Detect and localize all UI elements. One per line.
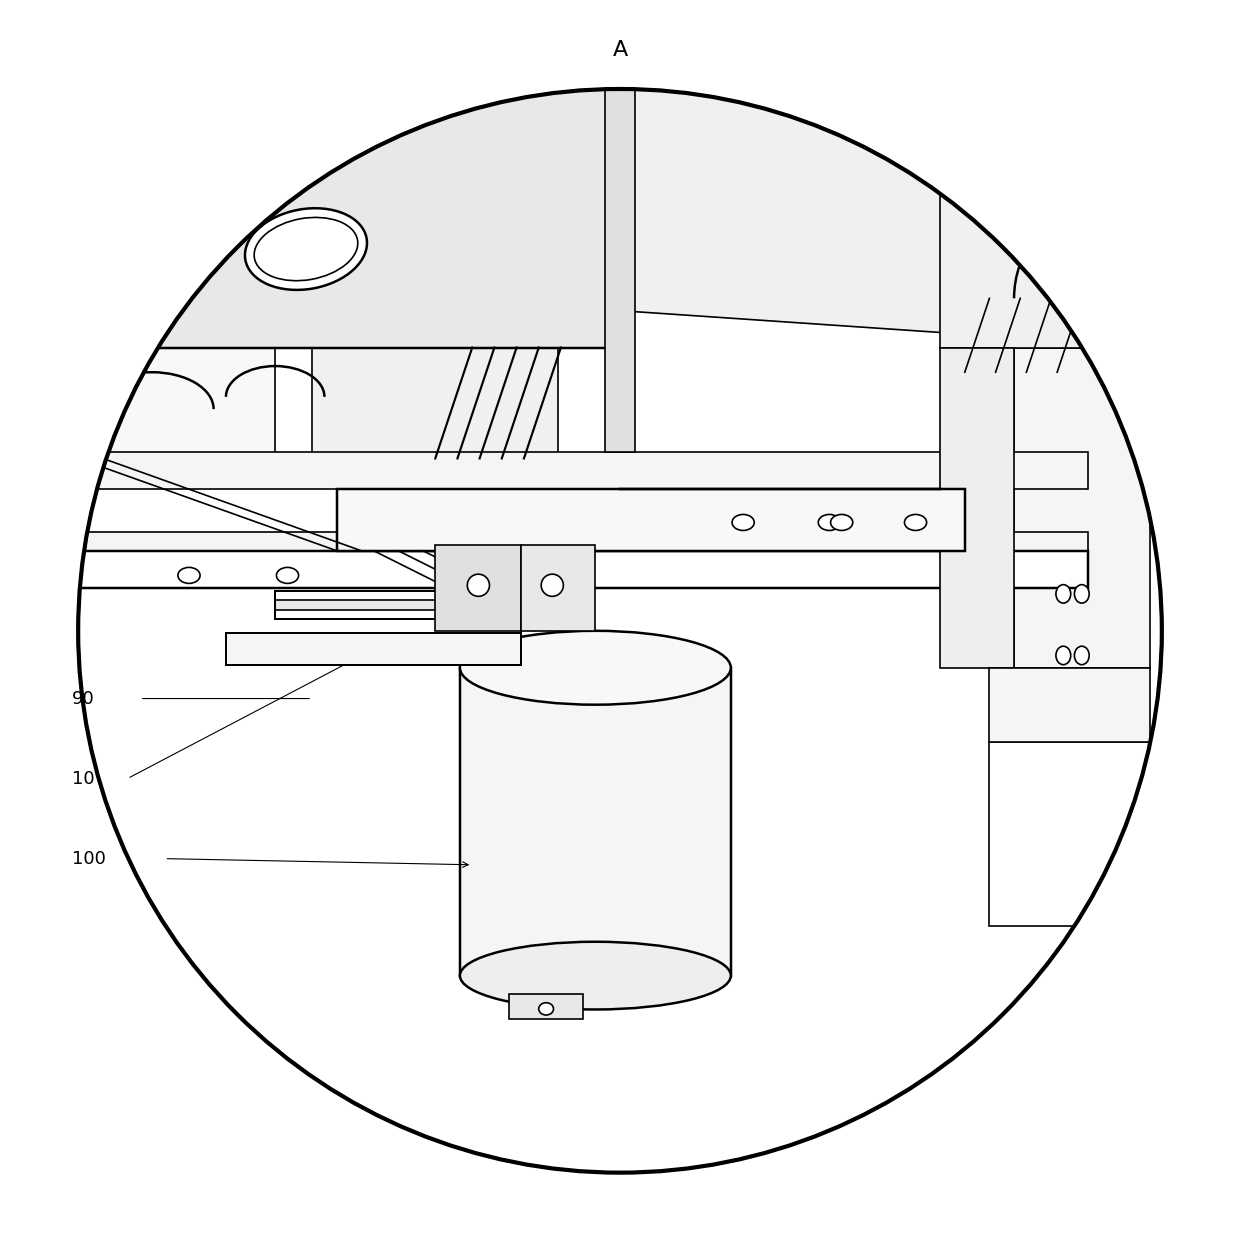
Polygon shape <box>435 544 522 631</box>
Polygon shape <box>103 348 275 459</box>
Ellipse shape <box>1074 585 1089 604</box>
Circle shape <box>78 89 1162 1173</box>
Text: 10: 10 <box>72 769 94 788</box>
Polygon shape <box>990 742 1149 927</box>
Polygon shape <box>605 64 635 453</box>
Polygon shape <box>78 64 620 348</box>
Polygon shape <box>1014 348 1149 668</box>
Polygon shape <box>940 348 1014 668</box>
Polygon shape <box>78 453 1087 489</box>
Polygon shape <box>275 600 558 610</box>
Ellipse shape <box>732 515 754 531</box>
Ellipse shape <box>246 208 367 289</box>
Polygon shape <box>940 151 1187 348</box>
Ellipse shape <box>818 515 841 531</box>
Polygon shape <box>312 348 558 459</box>
Ellipse shape <box>1056 646 1070 664</box>
Polygon shape <box>337 489 965 550</box>
Ellipse shape <box>1056 585 1070 604</box>
Polygon shape <box>620 64 1187 348</box>
Polygon shape <box>275 643 522 656</box>
Text: A: A <box>613 40 627 59</box>
Text: 90: 90 <box>72 689 94 708</box>
Polygon shape <box>78 532 1087 550</box>
Ellipse shape <box>1074 646 1089 664</box>
Polygon shape <box>522 544 595 631</box>
Text: 100: 100 <box>72 850 105 867</box>
Polygon shape <box>78 550 1087 588</box>
Ellipse shape <box>460 941 730 1009</box>
Polygon shape <box>460 668 730 976</box>
Ellipse shape <box>467 574 490 596</box>
Ellipse shape <box>277 568 299 584</box>
Ellipse shape <box>177 568 200 584</box>
Polygon shape <box>226 633 522 666</box>
Ellipse shape <box>831 515 853 531</box>
Ellipse shape <box>541 574 563 596</box>
Polygon shape <box>990 668 1149 742</box>
Ellipse shape <box>254 218 358 281</box>
Ellipse shape <box>538 1003 553 1016</box>
Ellipse shape <box>904 515 926 531</box>
Ellipse shape <box>460 631 730 705</box>
Polygon shape <box>510 995 583 1019</box>
